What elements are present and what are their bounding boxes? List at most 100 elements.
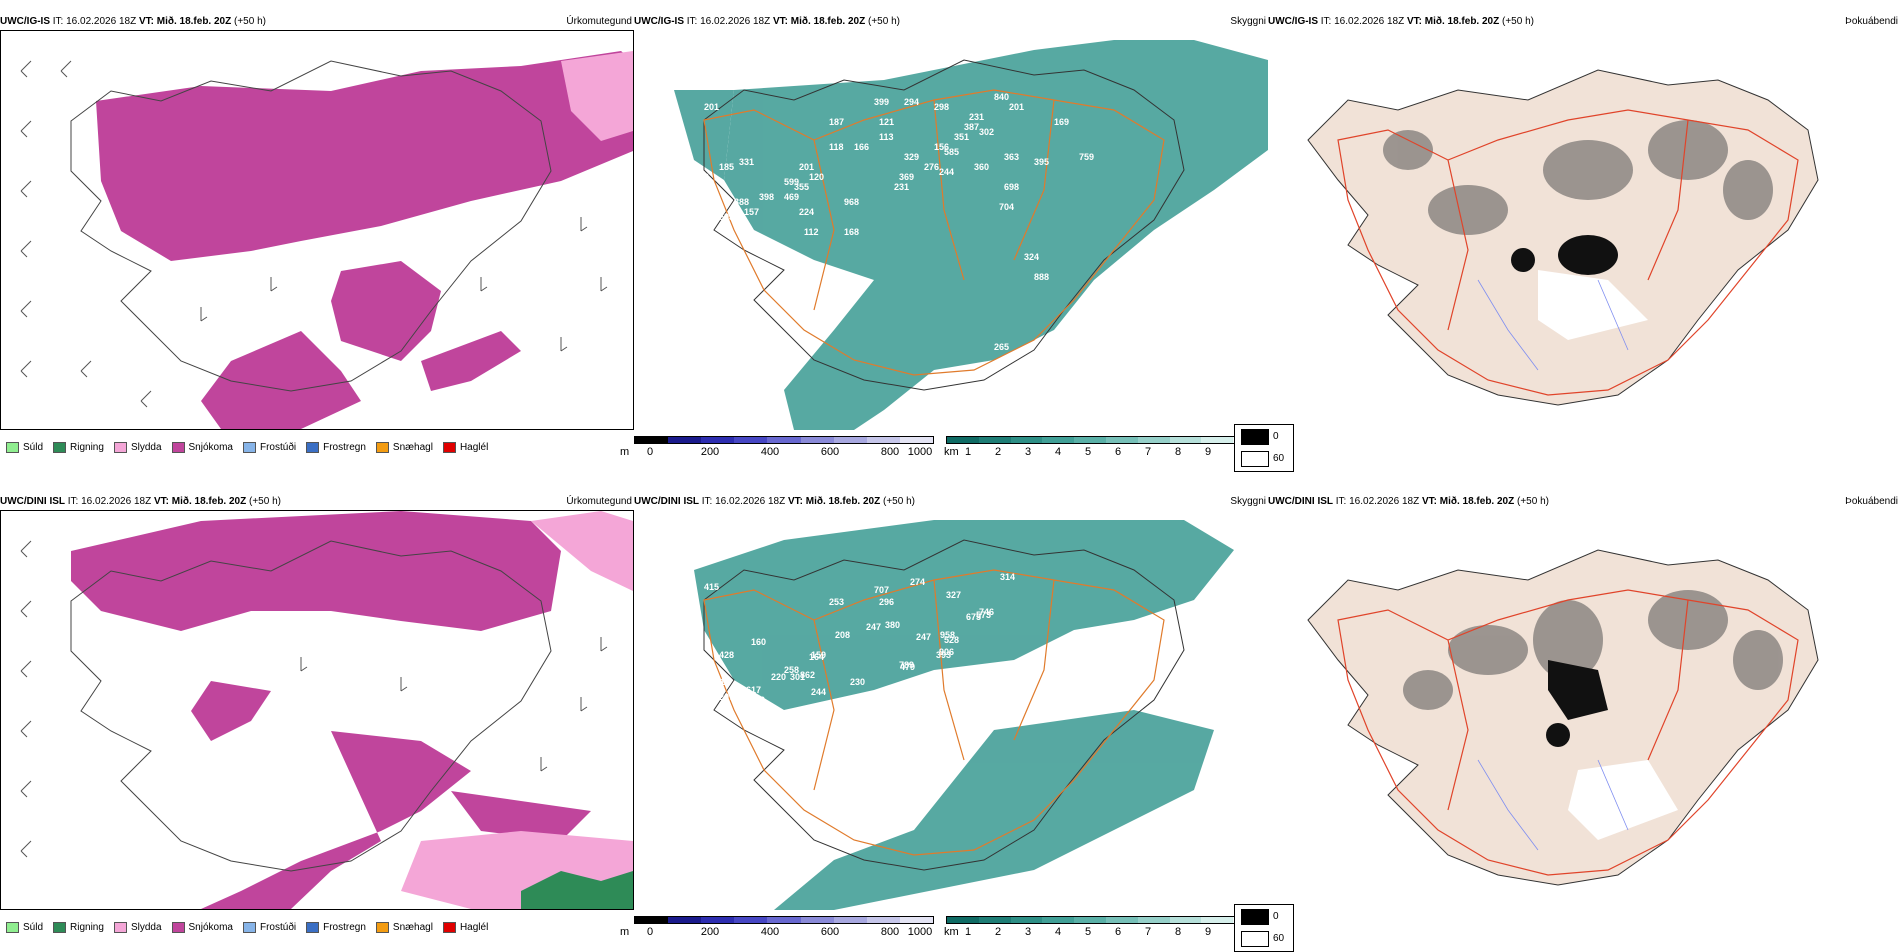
visibility-fields	[674, 40, 1268, 430]
visibility-value-label: 398	[759, 192, 774, 202]
visibility-value-label: 112	[804, 227, 819, 237]
vis-tick: 8	[1174, 926, 1182, 938]
visibility-value-label: 968	[844, 197, 859, 207]
visibility-value-label: 240	[750, 695, 765, 705]
vis-tick: 6	[1114, 446, 1122, 458]
model-name: UWC/DINI ISL	[634, 496, 699, 507]
visibility-value-label: 387	[964, 122, 979, 132]
legend-item: Haglél	[442, 921, 488, 933]
visibility-value-label: 888	[1034, 272, 1049, 282]
panel-title: Úrkomutegund	[566, 16, 632, 27]
fog-indicator-map[interactable]	[1268, 510, 1900, 910]
model-name: UWC/DINI ISL	[0, 496, 65, 507]
height-tick: 1000	[907, 926, 933, 938]
vis-tick: 7	[1144, 446, 1152, 458]
visibility-value-label: 617	[746, 685, 761, 695]
visibility-value-label: 355	[794, 182, 809, 192]
visibility-value-label: 330	[694, 172, 709, 182]
panel-title: Þokuábendi	[1845, 16, 1898, 27]
panel-title: Þokuábendi	[1845, 496, 1898, 507]
fog-shading	[1383, 120, 1773, 235]
fog-legend-min: 0	[1273, 911, 1279, 922]
visibility-value-label: 302	[979, 127, 994, 137]
legend-label: Snæhagl	[392, 441, 433, 453]
legend-item: Súld	[6, 921, 43, 933]
vis-tick: 3	[1024, 926, 1032, 938]
visibility-value-label: 159	[811, 650, 826, 660]
visibility-value-label: 958	[940, 630, 955, 640]
fog-indicator-map[interactable]	[1268, 30, 1900, 430]
visibility-value-label: 324	[1024, 252, 1039, 262]
legend-label: Frostúði	[259, 441, 297, 453]
visibility-value-label: 351	[954, 132, 969, 142]
snow-areas	[96, 51, 633, 429]
valid-time: VT: Mið. 18.feb. 20Z	[787, 496, 881, 507]
visibility-value-label: 258	[784, 665, 799, 675]
iceland-land	[1307, 69, 1819, 406]
legend-swatch	[442, 441, 456, 453]
legend-swatch	[306, 441, 320, 453]
visibility-value-label: 862	[800, 670, 815, 680]
visibility-value-label: 593	[719, 212, 734, 222]
visibility-value-label: 244	[811, 687, 826, 697]
legend-swatch	[306, 921, 320, 933]
height-colorbar: m 0 200 400 600 800 1000	[620, 912, 934, 942]
visibility-unit: km	[944, 926, 959, 938]
visibility-value-label: 294	[904, 97, 919, 107]
row1-fog-header: UWC/IG-IS IT: 16.02.2026 18Z VT: Mið. 18…	[1268, 14, 1900, 30]
fog-legend: 0 60	[1234, 424, 1294, 472]
visibility-value-label: 156	[934, 142, 949, 152]
glacier-dark	[1511, 235, 1618, 275]
row1-precip-panel: UWC/IG-IS IT: 16.02.2026 18Z VT: Mið. 18…	[0, 14, 634, 464]
legend-item: Haglél	[442, 441, 488, 453]
lead-time: (+50 h)	[883, 496, 915, 507]
visibility-value-label: 298	[934, 102, 949, 112]
visibility-value-label: 301	[790, 672, 805, 682]
legend-swatch	[6, 441, 19, 453]
visibility-value-label: 393	[936, 650, 951, 660]
visibility-value-label: 704	[999, 202, 1014, 212]
legend-swatch	[375, 921, 389, 933]
lead-time: (+50 h)	[249, 496, 281, 507]
visibility-value-label: 789	[899, 660, 914, 670]
fog-legend-max: 60	[1273, 453, 1285, 464]
legend-item: Slydda	[113, 441, 162, 453]
precip-map-frame[interactable]	[0, 30, 634, 430]
visibility-value-label: 121	[879, 117, 894, 127]
wind-barbs	[20, 60, 608, 408]
height-tick: 200	[700, 446, 720, 458]
legend-label: Rigning	[70, 441, 104, 453]
init-time: IT: 16.02.2026 18Z	[1335, 496, 1420, 507]
precip-map-frame[interactable]	[0, 510, 634, 910]
height-tick: 600	[820, 926, 840, 938]
model-name: UWC/IG-IS	[0, 16, 50, 27]
fog-shading	[1403, 590, 1783, 710]
visibility-value-label: 187	[829, 117, 844, 127]
init-time: IT: 16.02.2026 18Z	[52, 16, 137, 27]
height-tick: 800	[880, 926, 900, 938]
visibility-value-label: 169	[804, 715, 819, 725]
legend-item: Snjókoma	[171, 921, 233, 933]
height-tick: 0	[646, 926, 654, 938]
visibility-value-label: 380	[885, 620, 900, 630]
visibility-value-label: 599	[784, 177, 799, 187]
visibility-value-label: 415	[704, 582, 719, 592]
row2-precip-header: UWC/DINI ISL IT: 16.02.2026 18Z VT: Mið.…	[0, 494, 634, 510]
height-unit: m	[620, 926, 630, 938]
vis-tick: 7	[1144, 926, 1152, 938]
iceland-land	[1307, 549, 1819, 886]
row2-vis-header: UWC/DINI ISL IT: 16.02.2026 18Z VT: Mið.…	[634, 494, 1268, 510]
legend-swatch	[171, 921, 185, 933]
fog-legend: 0 60	[1234, 904, 1294, 952]
precip-map	[1, 511, 633, 909]
precip-type-legend: Súld Rigning Slydda Snjókoma Frostúði Frostre…	[0, 434, 634, 460]
visibility-value-label: 201	[704, 102, 719, 112]
lead-time: (+50 h)	[1502, 16, 1534, 27]
roads	[703, 569, 1165, 856]
legend-item: Frostregn	[306, 441, 366, 453]
height-tick: 800	[880, 446, 900, 458]
sleet-areas	[561, 51, 633, 141]
